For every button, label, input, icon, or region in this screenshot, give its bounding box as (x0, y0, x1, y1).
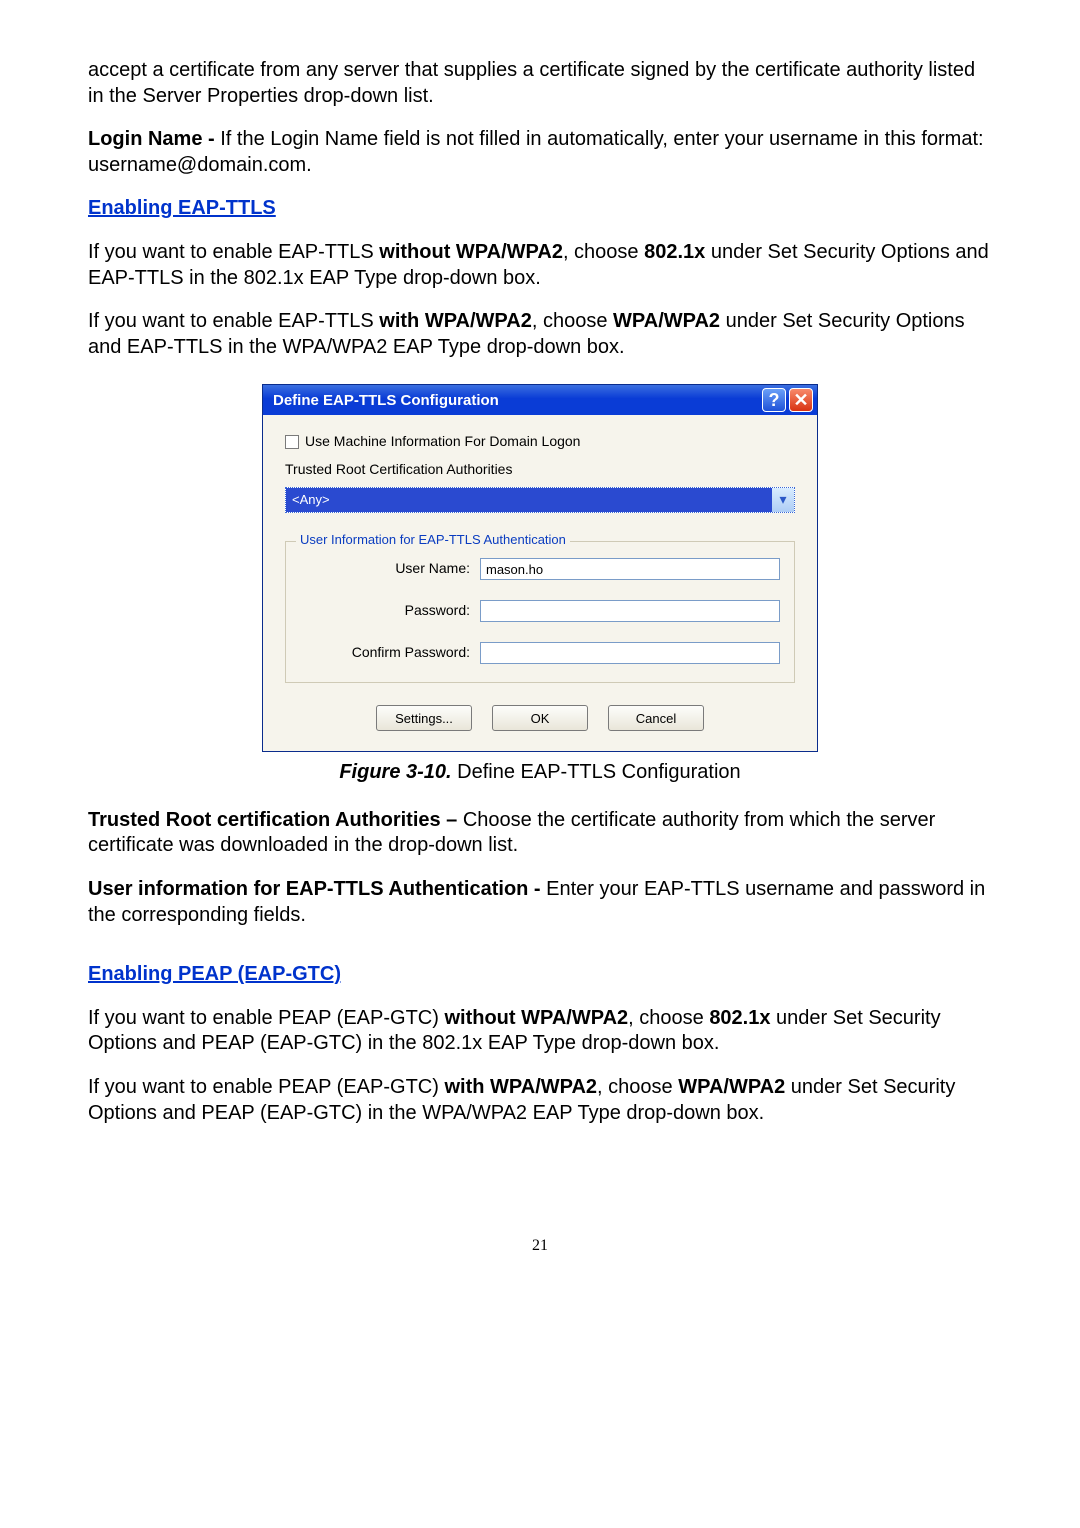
bold-label: User information for EAP-TTLS Authentica… (88, 878, 546, 900)
username-row: User Name: (300, 558, 780, 580)
paragraph: If you want to enable EAP-TTLS without W… (88, 240, 992, 291)
dropdown-selected: <Any> (286, 488, 772, 512)
text: If you want to enable PEAP (EAP-GTC) (88, 1007, 444, 1029)
username-label: User Name: (300, 560, 480, 578)
text: , choose (532, 310, 613, 332)
text: If you want to enable PEAP (EAP-GTC) (88, 1076, 444, 1098)
machine-info-checkbox-row: Use Machine Information For Domain Logon (285, 433, 795, 451)
figure-caption: Figure 3-10. Define EAP-TTLS Configurati… (88, 760, 992, 786)
section-heading: Enabling PEAP (EAP-GTC) (88, 962, 992, 988)
username-input[interactable] (480, 558, 780, 580)
bold-text: WPA/WPA2 (678, 1076, 785, 1098)
bold-label: Trusted Root certification Authorities – (88, 809, 463, 831)
figure: Define EAP-TTLS Configuration ? ✕ Use Ma… (88, 384, 992, 752)
page-number: 21 (88, 1236, 992, 1256)
password-input[interactable] (480, 600, 780, 622)
close-button[interactable]: ✕ (789, 388, 813, 412)
trusted-root-dropdown[interactable]: <Any> ▾ (285, 487, 795, 513)
bold-text: with WPA/WPA2 (379, 310, 532, 332)
dialog-body: Use Machine Information For Domain Logon… (263, 415, 817, 751)
confirm-password-label: Confirm Password: (300, 644, 480, 662)
caption-text: Define EAP-TTLS Configuration (452, 761, 741, 783)
help-button[interactable]: ? (762, 388, 786, 412)
cancel-button[interactable]: Cancel (608, 705, 704, 731)
checkbox-label: Use Machine Information For Domain Logon (305, 433, 580, 451)
dialog-buttons: Settings... OK Cancel (285, 705, 795, 731)
paragraph: User information for EAP-TTLS Authentica… (88, 877, 992, 928)
user-info-fieldset: User Information for EAP-TTLS Authentica… (285, 541, 795, 683)
config-dialog: Define EAP-TTLS Configuration ? ✕ Use Ma… (262, 384, 818, 752)
bold-text: 802.1x (709, 1007, 770, 1029)
heading-link: Enabling EAP-TTLS (88, 197, 276, 219)
paragraph: Trusted Root certification Authorities –… (88, 808, 992, 859)
chevron-down-icon: ▾ (772, 488, 794, 512)
section-heading: Enabling EAP-TTLS (88, 196, 992, 222)
ok-button[interactable]: OK (492, 705, 588, 731)
confirm-password-input[interactable] (480, 642, 780, 664)
password-label: Password: (300, 602, 480, 620)
titlebar: Define EAP-TTLS Configuration ? ✕ (263, 385, 817, 415)
paragraph: If you want to enable PEAP (EAP-GTC) wit… (88, 1006, 992, 1057)
bold-text: with WPA/WPA2 (444, 1076, 597, 1098)
text: If the Login Name field is not filled in… (88, 128, 984, 176)
caption-number: Figure 3-10. (339, 761, 451, 783)
paragraph: If you want to enable PEAP (EAP-GTC) wit… (88, 1075, 992, 1126)
paragraph: Login Name - If the Login Name field is … (88, 127, 992, 178)
bold-text: WPA/WPA2 (613, 310, 720, 332)
text: If you want to enable EAP-TTLS (88, 241, 379, 263)
trusted-root-label: Trusted Root Certification Authorities (285, 461, 795, 479)
dialog-title: Define EAP-TTLS Configuration (273, 391, 759, 410)
fieldset-legend: User Information for EAP-TTLS Authentica… (296, 532, 570, 549)
document-page: accept a certificate from any server tha… (0, 0, 1080, 1297)
password-row: Password: (300, 600, 780, 622)
bold-label: Login Name - (88, 128, 220, 150)
text: , choose (597, 1076, 678, 1098)
settings-button[interactable]: Settings... (376, 705, 472, 731)
paragraph: accept a certificate from any server tha… (88, 58, 992, 109)
machine-info-checkbox[interactable] (285, 435, 299, 449)
text: , choose (628, 1007, 709, 1029)
bold-text: 802.1x (644, 241, 705, 263)
paragraph: If you want to enable EAP-TTLS with WPA/… (88, 309, 992, 360)
text: , choose (563, 241, 644, 263)
text: If you want to enable EAP-TTLS (88, 310, 379, 332)
confirm-password-row: Confirm Password: (300, 642, 780, 664)
bold-text: without WPA/WPA2 (444, 1007, 628, 1029)
bold-text: without WPA/WPA2 (379, 241, 563, 263)
heading-link: Enabling PEAP (EAP-GTC) (88, 963, 341, 985)
